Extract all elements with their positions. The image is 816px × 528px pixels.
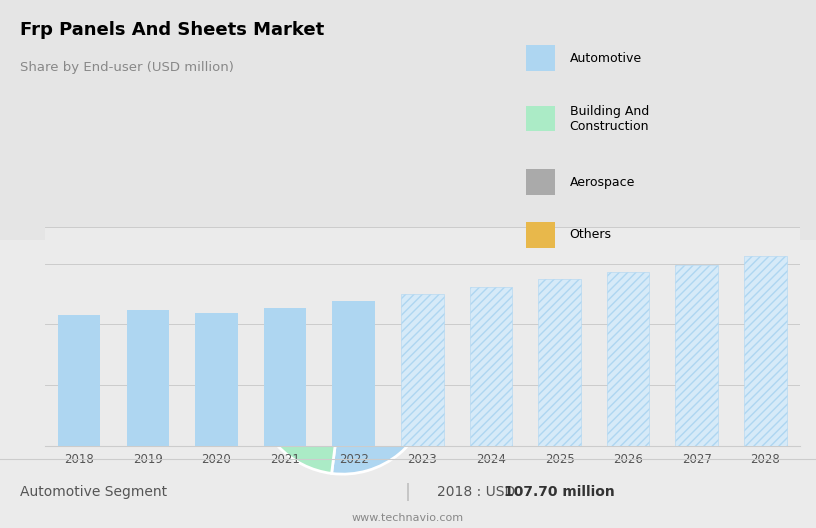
Bar: [332, 301, 375, 446]
Text: Automotive: Automotive: [570, 52, 641, 64]
Text: Others: Others: [570, 229, 611, 241]
Bar: [607, 272, 650, 446]
Text: Building And
Construction: Building And Construction: [570, 105, 649, 133]
Wedge shape: [310, 297, 343, 343]
Text: www.technavio.com: www.technavio.com: [352, 514, 464, 523]
Text: Automotive Segment: Automotive Segment: [20, 485, 167, 499]
Text: |: |: [405, 483, 411, 501]
Text: Frp Panels And Sheets Market: Frp Panels And Sheets Market: [20, 21, 325, 39]
Wedge shape: [254, 303, 326, 391]
Wedge shape: [255, 388, 337, 474]
Bar: [126, 310, 169, 446]
Text: 107.70 million: 107.70 million: [504, 485, 615, 499]
Wedge shape: [331, 297, 432, 474]
Bar: [676, 265, 718, 446]
Bar: [470, 287, 512, 446]
Bar: [58, 315, 100, 446]
Text: Aerospace: Aerospace: [570, 176, 635, 188]
Bar: [195, 314, 237, 446]
Text: 2018 : USD: 2018 : USD: [437, 485, 519, 499]
Bar: [264, 308, 306, 446]
Text: Share by End-user (USD million): Share by End-user (USD million): [20, 61, 234, 74]
Bar: [401, 294, 444, 446]
Bar: [744, 256, 787, 446]
Bar: [539, 279, 581, 446]
